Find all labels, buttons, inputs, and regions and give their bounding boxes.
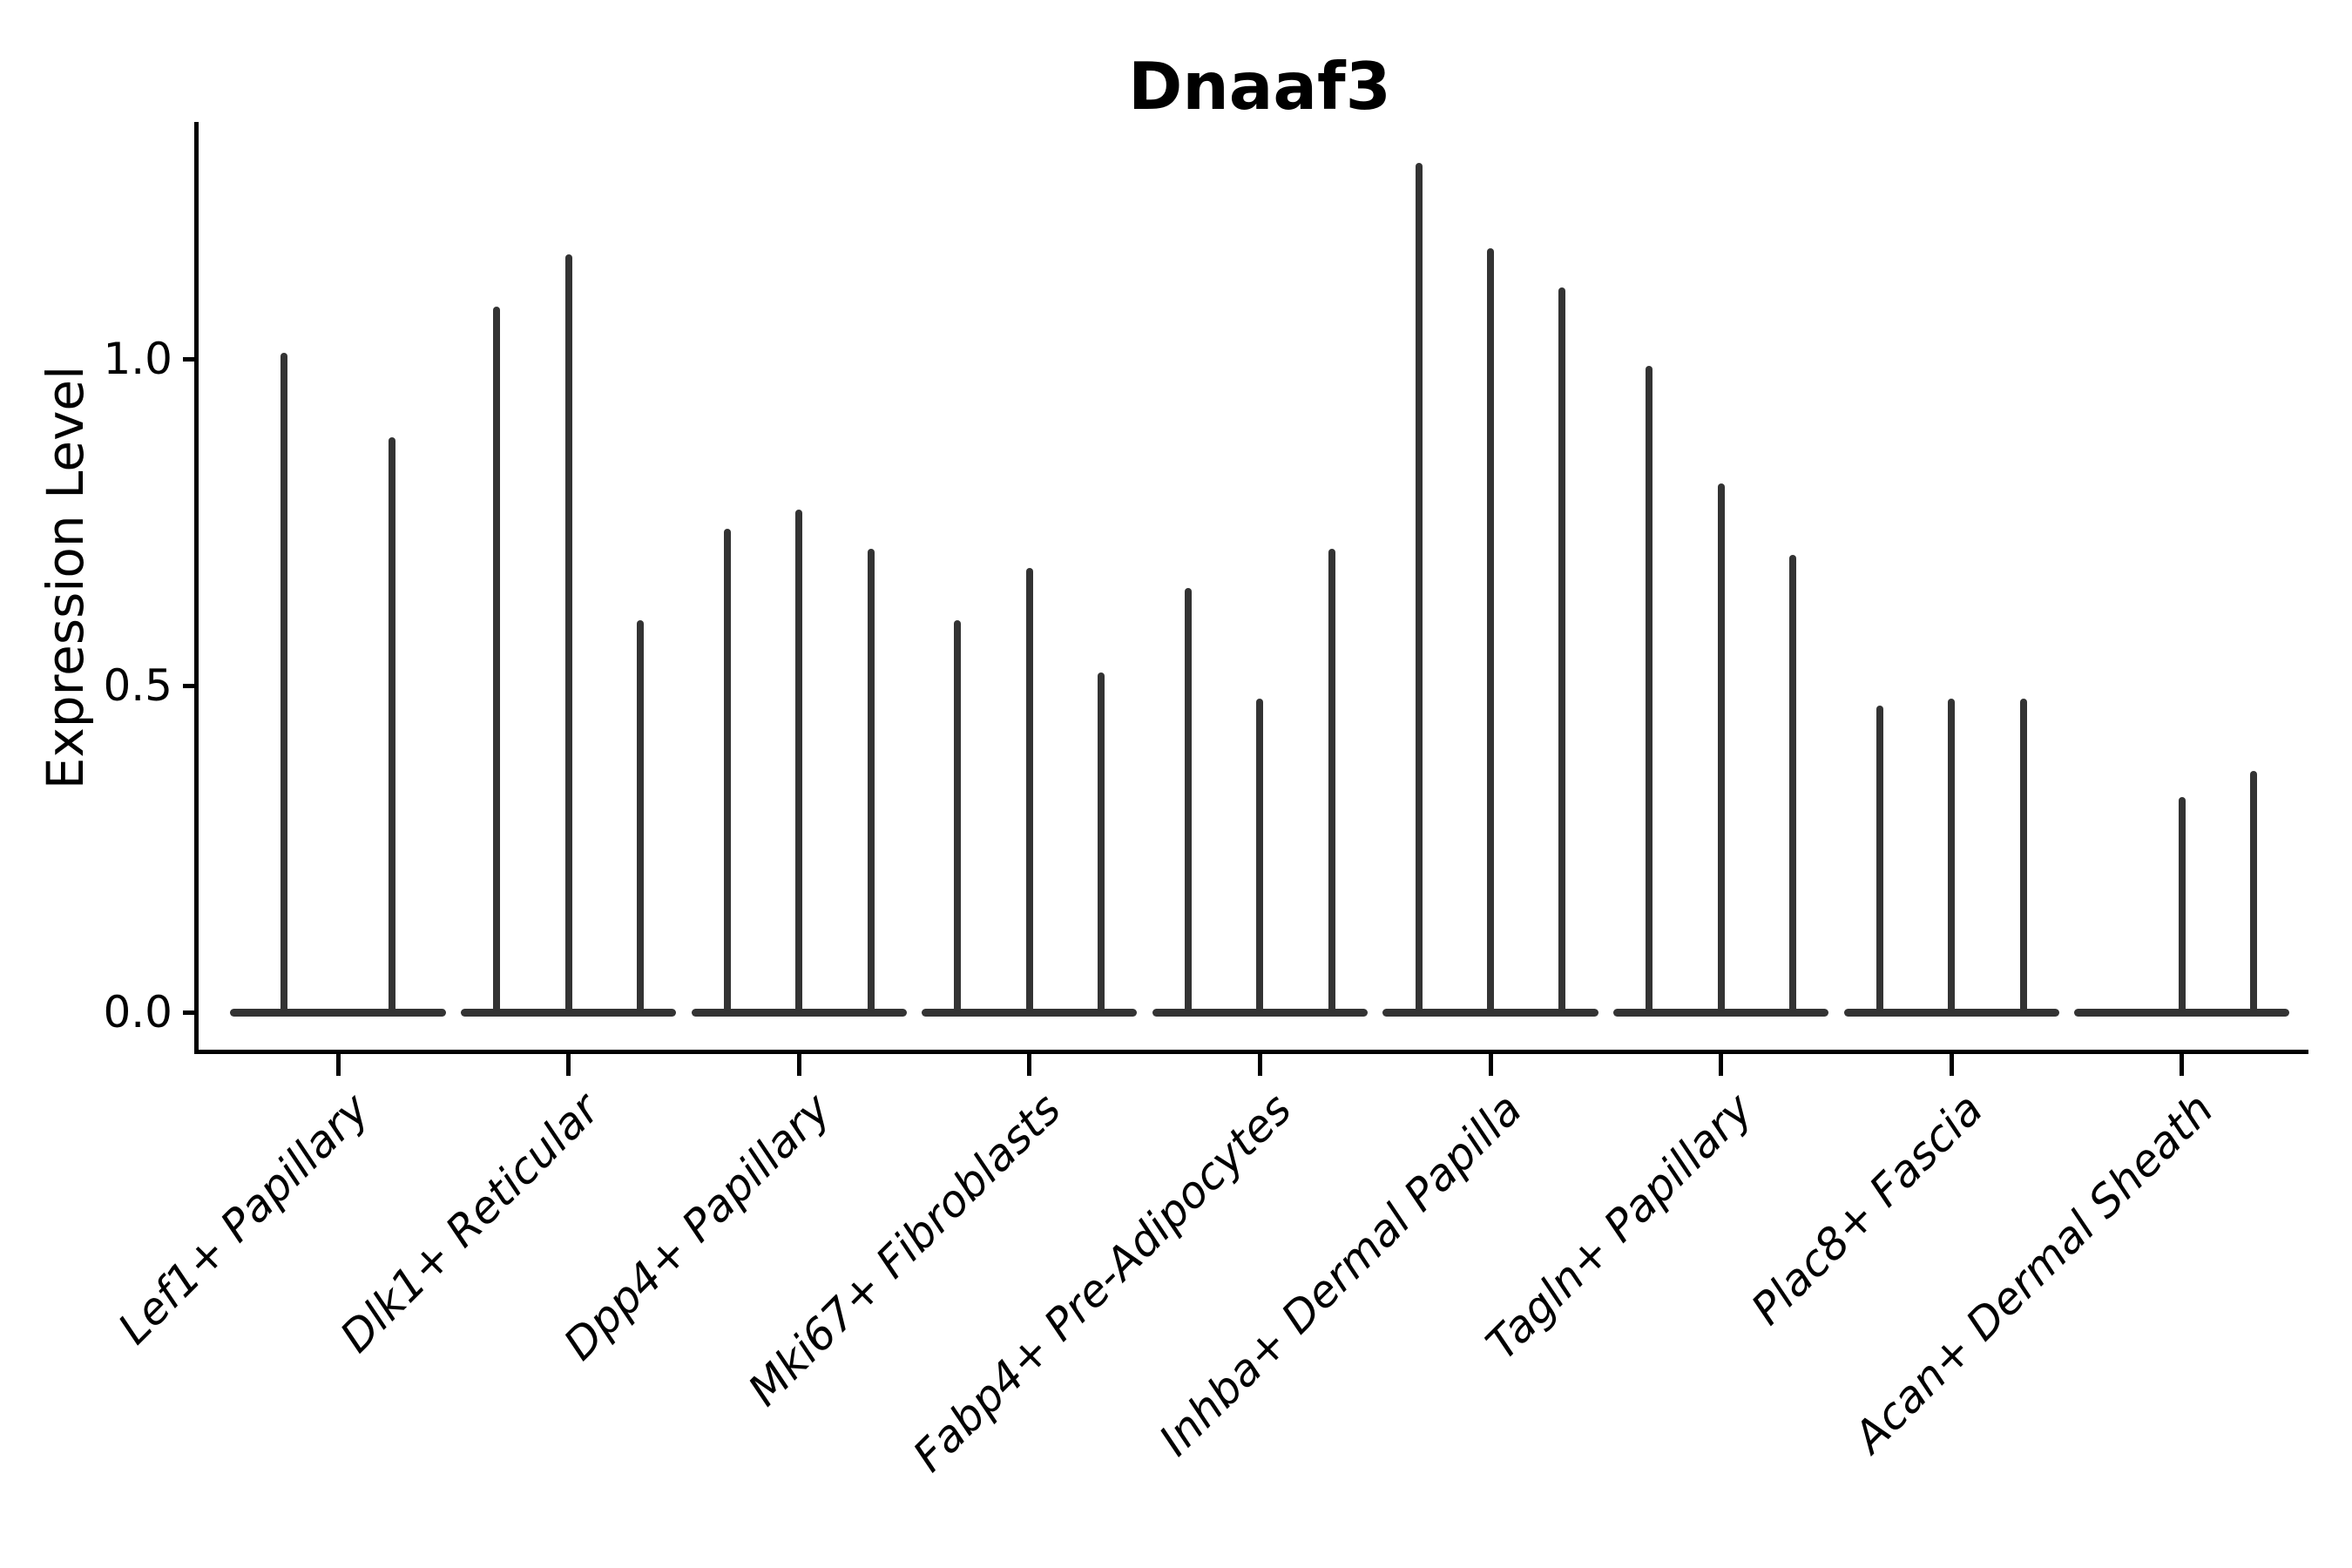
violin-spike	[1948, 699, 1956, 1015]
x-axis-spine	[194, 1050, 2308, 1054]
violin-spike	[1717, 483, 1725, 1015]
violin-spike	[1876, 705, 1883, 1015]
violin-spike	[1256, 699, 1264, 1015]
violin-spike	[1558, 287, 1566, 1015]
violin-spike	[1415, 163, 1423, 1015]
violin-spike	[637, 620, 645, 1015]
violin-spike	[564, 254, 572, 1015]
x-tick-mark	[796, 1054, 801, 1076]
x-tick-mark	[1949, 1054, 1954, 1076]
violin-spike	[723, 529, 731, 1015]
violin-spike	[2178, 796, 2186, 1015]
violin-spike	[867, 548, 875, 1015]
x-tick-mark	[335, 1054, 341, 1076]
violin-spike	[388, 437, 395, 1015]
y-tick-label: 1.0	[103, 334, 172, 384]
y-tick-label: 0.0	[103, 987, 172, 1037]
violin-spike	[1098, 672, 1105, 1015]
y-tick-mark	[183, 1010, 195, 1015]
violin-spike	[1328, 548, 1335, 1015]
x-tick-mark	[2180, 1054, 2185, 1076]
x-tick-label: Fabp4+ Pre-Adipocytes	[902, 1084, 1301, 1482]
violin-spike	[2019, 699, 2027, 1015]
x-tick-mark	[1719, 1054, 1724, 1076]
x-tick-mark	[566, 1054, 571, 1076]
x-tick-mark	[1257, 1054, 1262, 1076]
violin-spike	[954, 620, 962, 1015]
violin-spike	[493, 307, 501, 1015]
x-tick-mark	[1027, 1054, 1032, 1076]
y-tick-mark	[183, 357, 195, 362]
y-tick-mark	[183, 684, 195, 688]
violin-spike	[2250, 770, 2258, 1015]
violin-spike	[1184, 587, 1192, 1015]
violin-spike	[795, 509, 803, 1015]
x-tick-label: Plac8+ Fascia	[1741, 1084, 1993, 1335]
violin-spike	[1025, 568, 1033, 1015]
violin-spike	[1646, 365, 1653, 1015]
y-axis-label: Expression Level	[36, 365, 95, 790]
plot-title: Dnaaf3	[1128, 48, 1391, 125]
violin-spike	[1789, 555, 1797, 1015]
violin-group-base	[230, 1008, 446, 1017]
x-tick-mark	[1488, 1054, 1493, 1076]
violin-spike	[280, 352, 288, 1015]
x-tick-label: Lef1+ Papillary	[108, 1084, 380, 1355]
y-tick-label: 0.5	[103, 660, 172, 711]
y-axis-spine	[194, 122, 199, 1054]
violin-spike	[1487, 247, 1494, 1015]
